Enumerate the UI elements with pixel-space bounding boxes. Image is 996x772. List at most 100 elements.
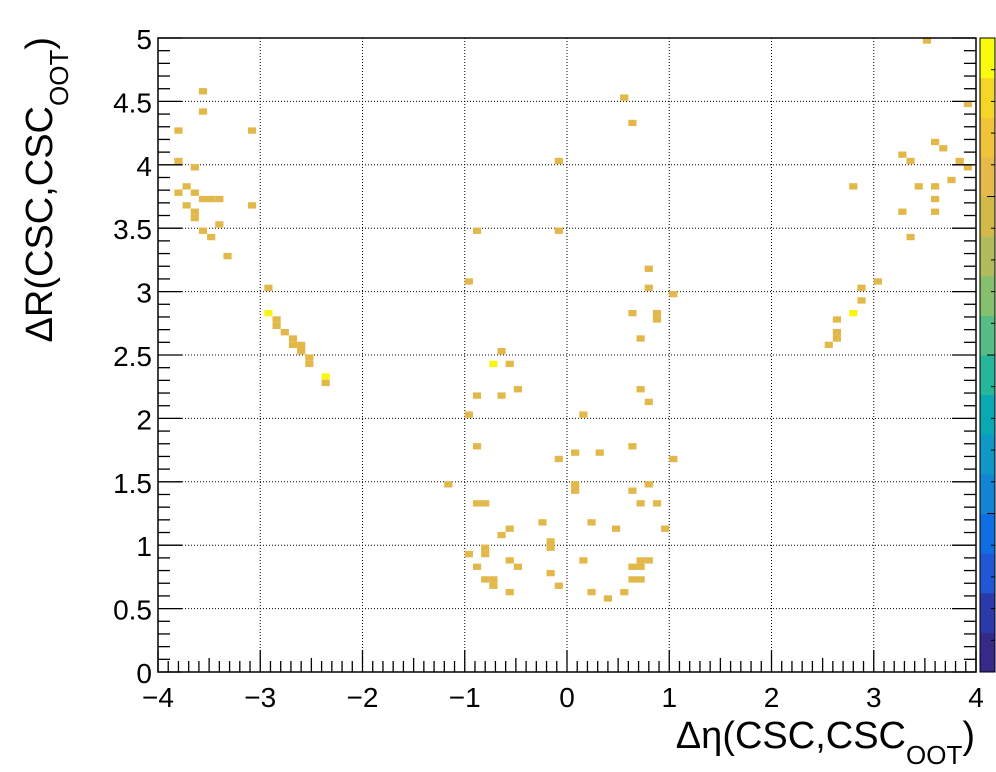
heatmap-cell: [190, 189, 199, 196]
heatmap-cell: [611, 525, 621, 532]
colorbar-segment: [980, 434, 995, 475]
colorbar-segment: [980, 117, 995, 158]
y-axis-title-sub: OOT: [44, 50, 74, 106]
heatmap-cell: [207, 233, 216, 241]
heatmap-cell: [603, 595, 612, 602]
heatmap-cell: [215, 221, 224, 228]
heatmap-cell: [513, 563, 523, 570]
heatmap-cell: [931, 183, 940, 190]
heatmap-cell: [223, 252, 232, 260]
heatmap-cell: [247, 127, 257, 134]
x-axis-title-main: Δη(CSC,CSC: [676, 715, 906, 757]
y-axis-title-close: ): [19, 37, 61, 50]
heatmap-cell: [857, 284, 866, 291]
heatmap-cell: [620, 94, 629, 101]
heatmap-cell: [571, 449, 580, 456]
heatmap-cell: [472, 443, 482, 450]
heatmap-cell: [628, 309, 637, 317]
colorbar-segment: [980, 394, 995, 435]
heatmap-cell: [579, 557, 588, 564]
heatmap-cell: [636, 386, 645, 393]
heatmap-cell: [174, 189, 183, 196]
heatmap-cell: [669, 290, 678, 298]
heatmap-cell: [198, 108, 208, 115]
heatmap-cell: [305, 354, 314, 361]
heatmap-cell: [931, 195, 940, 203]
x-axis-title: Δη(CSC,CSCOOT): [676, 715, 975, 770]
y-tick-label: 3: [136, 278, 152, 309]
y-tick-label: 4: [136, 151, 152, 182]
heatmap-cell: [620, 588, 629, 596]
heatmap-cell: [198, 88, 208, 95]
colorbar-segment: [980, 513, 995, 554]
heatmap-cell: [215, 195, 224, 203]
heatmap-cell: [652, 316, 662, 323]
grid-lines: [157, 37, 977, 673]
heatmap-cell: [505, 525, 514, 532]
heatmap-cell: [661, 525, 670, 532]
colorbar-segment: [980, 196, 995, 237]
heatmap-cell: [464, 411, 473, 418]
axis-ticks: [157, 37, 977, 673]
heatmap-cell: [207, 195, 216, 203]
heatmap-cell: [546, 569, 555, 577]
colorbar-segment: [980, 592, 995, 633]
heatmap-cell: [182, 183, 191, 190]
heatmap-cell: [272, 316, 281, 323]
heatmap-cell: [906, 233, 915, 241]
heatmap-cell: [931, 138, 940, 146]
colorbar-segment: [980, 473, 995, 514]
colorbar-segment: [980, 236, 995, 277]
heatmap-cell: [280, 329, 289, 336]
heatmap-cell-max: [321, 373, 330, 380]
heatmap-cell: [644, 284, 653, 291]
x-tick-label: 1: [661, 682, 677, 713]
heatmap-cell: [481, 550, 490, 558]
x-tick-label: 3: [866, 682, 882, 713]
heatmap-cell: [922, 37, 932, 44]
heatmap-cell: [587, 588, 596, 596]
heatmap-cell: [174, 157, 183, 165]
heatmap-cell: [832, 329, 842, 336]
colorbar-segment: [980, 156, 995, 197]
heatmap-cell: [297, 341, 306, 349]
heatmap-cell: [579, 411, 588, 418]
heatmap-cell: [832, 316, 842, 323]
heatmap-cell: [554, 227, 563, 234]
heatmap-cell: [288, 341, 298, 349]
heatmap-cell: [857, 297, 866, 304]
heatmap-cell: [849, 183, 858, 190]
heatmap-cell: [190, 214, 199, 222]
colorbar-segment: [980, 38, 995, 79]
colorbar: [979, 37, 996, 673]
heatmap-cell: [636, 557, 645, 564]
x-tick-label: −2: [347, 682, 379, 713]
x-tick-label: −3: [244, 682, 276, 713]
colorbar-segment: [980, 355, 995, 396]
x-tick-label: 2: [764, 682, 780, 713]
heatmap-cell: [546, 544, 555, 551]
x-tick-label: 4: [968, 682, 984, 713]
x-tick-label: −4: [142, 682, 174, 713]
heatmap-cell: [628, 443, 637, 450]
heatmap-cell: [652, 309, 662, 317]
y-tick-label: 5: [136, 24, 152, 55]
heatmap-cell: [898, 208, 907, 215]
heatmap-cell: [505, 588, 514, 596]
heatmap-cell: [824, 341, 833, 349]
x-axis-title-sub: OOT: [906, 740, 962, 770]
heatmap-cell: [587, 519, 596, 526]
heatmap-cell: [497, 392, 506, 399]
heatmap-cells: [174, 37, 972, 602]
heatmap-cell: [174, 127, 183, 134]
heatmap-cell: [636, 500, 645, 507]
x-axis-title-close: ): [962, 715, 975, 757]
heatmap-cell: [628, 563, 637, 570]
heatmap-cell: [321, 379, 330, 387]
heatmap-cell-max: [264, 309, 273, 317]
heatmap-cell: [481, 576, 490, 583]
heatmap-cell: [497, 531, 506, 539]
heatmap-cell: [914, 183, 923, 190]
y-tick-label: 0: [136, 658, 152, 689]
heatmap-cell: [198, 227, 208, 234]
